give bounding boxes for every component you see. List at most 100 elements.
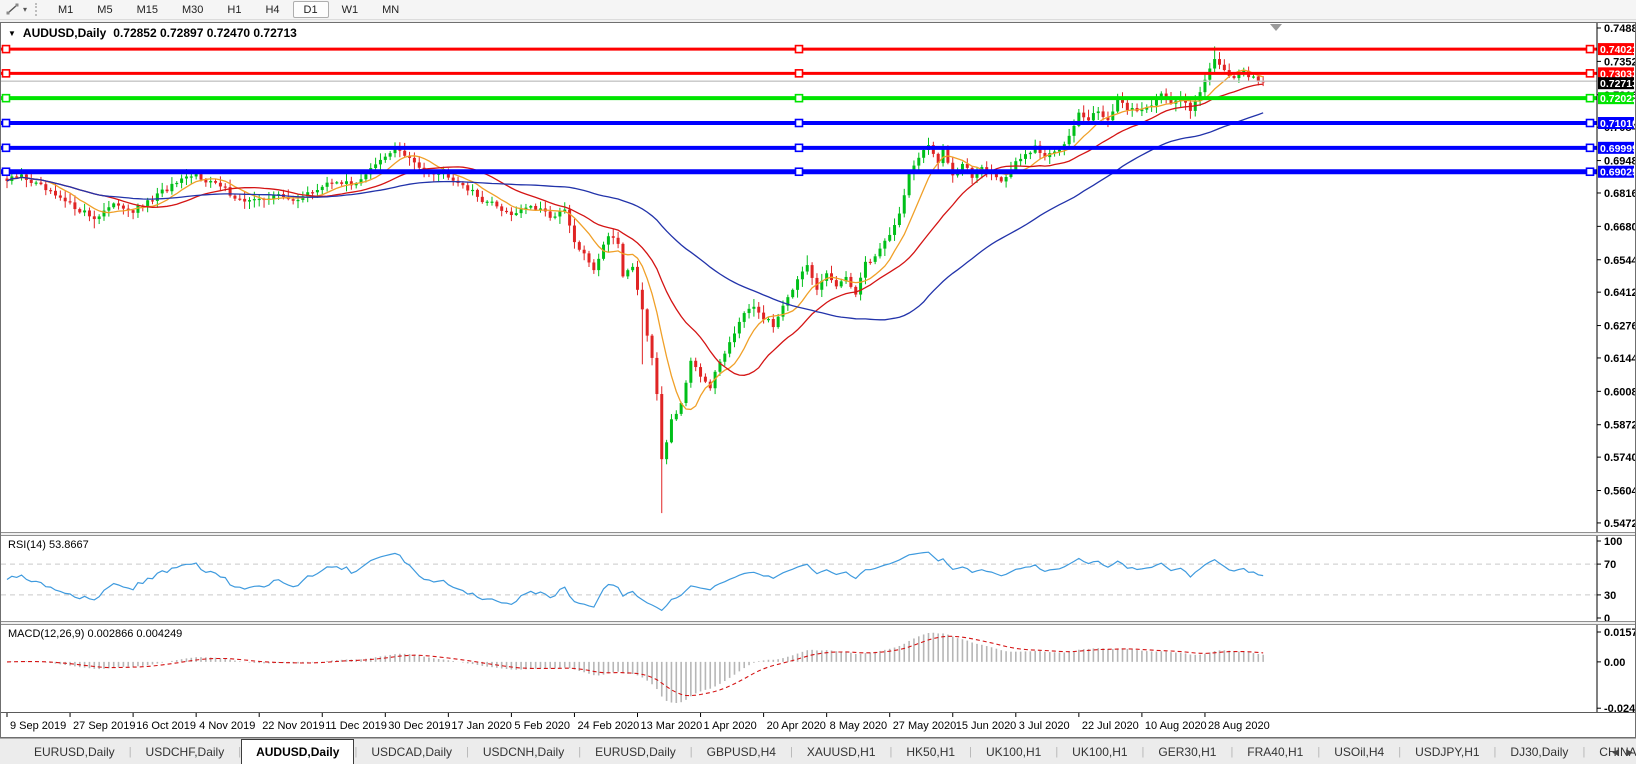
tab-uk100-h1[interactable]: UK100,H1 (1072, 744, 1128, 759)
tab-separator: | (128, 745, 132, 758)
date-tick-label: 3 Jul 2020 (1019, 720, 1070, 732)
line-handle[interactable] (1585, 69, 1595, 78)
chart-shift-marker-icon[interactable] (1270, 24, 1282, 31)
line-handle[interactable] (1, 143, 11, 153)
tab-usdchf-daily[interactable]: USDCHF,Daily (145, 744, 225, 759)
date-tick-label: 30 Dec 2019 (388, 720, 450, 732)
rsi-canvas[interactable]: 100 70 30 0 (1, 536, 1635, 621)
tab-eurusd-daily[interactable]: EURUSD,Daily (34, 744, 115, 759)
chart-tab-bar: EURUSD,Daily | USDCHF,Daily | AUDUSD,Daily | U… (0, 738, 1636, 764)
macd-pane[interactable]: 0.015741 0.00 -0.02441 MACD(12,26,9) 0.002… (1, 625, 1635, 712)
ma-21-line (6, 83, 1264, 376)
tab-separator: | (1582, 745, 1586, 758)
pane-resize-handle-macd[interactable] (1, 621, 1635, 625)
line-handle[interactable] (794, 143, 804, 153)
trendline-cursor-tool-icon[interactable] (3, 1, 22, 19)
timeframe-button-h4[interactable]: H4 (265, 3, 280, 16)
line-handle[interactable] (794, 167, 804, 177)
date-tick-label: 13 Mar 2020 (641, 720, 703, 732)
chart-window: 0.748800.735200.721600.708400.694800.681… (0, 22, 1636, 738)
tab-hk50-h1[interactable]: HK50,H1 (906, 744, 956, 759)
timeframe-button-m1[interactable]: M1 (58, 3, 74, 16)
line-handle[interactable] (794, 118, 804, 128)
price-label-0.72022: 0.72022 (1598, 92, 1635, 105)
tab-usdcad-daily[interactable]: USDCAD,Daily (371, 744, 452, 759)
svg-text:0.015741: 0.015741 (1604, 627, 1635, 639)
tab-usdjpy-h1[interactable]: USDJPY,H1 (1415, 744, 1480, 759)
tab-separator: | (1055, 745, 1059, 758)
tab-separator: | (1230, 745, 1234, 758)
ma-8-line (6, 69, 1264, 411)
timeframe-button-d1[interactable]: D1 (292, 1, 329, 18)
timeframe-button-mn[interactable]: MN (382, 3, 400, 16)
date-axis[interactable]: 9 Sep 2019 27 Sep 2019 16 Oct 2019 4 Nov 20… (1, 712, 1635, 737)
timeframe-button-m5[interactable]: M5 (97, 3, 113, 16)
tab-gbpusd-h4[interactable]: GBPUSD,H4 (706, 744, 776, 759)
pane-resize-handle-rsi[interactable] (1, 532, 1635, 536)
line-handle[interactable] (1585, 118, 1595, 128)
tab-scroll-left-icon[interactable]: ◀ (1612, 746, 1620, 757)
tab-ger30-h1[interactable]: GER30,H1 (1158, 744, 1217, 759)
tab-dj30-daily[interactable]: DJ30,Daily (1510, 744, 1569, 759)
date-tick-label: 27 Sep 2019 (73, 720, 135, 732)
tab-xauusd-h1[interactable]: XAUUSD,H1 (806, 744, 876, 759)
svg-text:70: 70 (1604, 559, 1616, 571)
line-handle[interactable] (1585, 143, 1595, 153)
line-handle[interactable] (794, 44, 804, 54)
line-handle[interactable] (1, 118, 11, 128)
rsi-pane[interactable]: 100 70 30 0 RSI(14) 53.8667 (1, 536, 1635, 621)
timeframe-button-m30[interactable]: M30 (181, 3, 204, 16)
tab-separator: | (1493, 745, 1497, 758)
chart-title-ohlc: 0.72852 0.72897 0.72470 0.72713 (113, 26, 297, 40)
timeframe-button-h1[interactable]: H1 (227, 3, 242, 16)
main-chart-canvas[interactable]: 0.748800.735200.721600.708400.694800.681… (1, 23, 1635, 532)
line-handle[interactable] (1585, 44, 1595, 54)
date-tick-label: 27 May 2020 (893, 720, 957, 732)
line-handle[interactable] (1, 69, 11, 78)
tab-separator: | (354, 745, 358, 758)
tab-eurusd-daily[interactable]: EURUSD,Daily (595, 744, 676, 759)
main-chart-pane[interactable]: 0.748800.735200.721600.708400.694800.681… (1, 23, 1635, 532)
date-tick-label: 4 Nov 2019 (199, 720, 255, 732)
toolbar-gripper[interactable] (35, 3, 39, 16)
date-tick-label: 5 Feb 2020 (514, 720, 570, 732)
date-tick-label: 11 Dec 2019 (325, 720, 387, 732)
tab-scroll-right-icon[interactable]: ▶ (1626, 746, 1633, 757)
macd-histogram (11, 632, 1264, 703)
line-handle[interactable] (1, 93, 11, 103)
price-label-0.74021: 0.74021 (1598, 43, 1635, 56)
tab-audusd-daily[interactable]: AUDUSD,Daily (241, 739, 355, 764)
date-tick-label: 10 Aug 2020 (1145, 720, 1207, 732)
svg-text:0.69025: 0.69025 (1600, 167, 1635, 179)
timeframe-button-w1[interactable]: W1 (341, 3, 359, 16)
svg-text:0.72713: 0.72713 (1600, 78, 1635, 90)
line-handle[interactable] (1, 167, 11, 177)
line-handle[interactable] (794, 69, 804, 78)
line-handle[interactable] (1, 44, 11, 54)
tab-uk100-h1[interactable]: UK100,H1 (985, 744, 1042, 759)
tab-fra40-h1[interactable]: FRA40,H1 (1247, 744, 1304, 759)
svg-text:0.72022: 0.72022 (1600, 93, 1635, 105)
line-handle[interactable] (794, 93, 804, 103)
line-handle[interactable] (1585, 167, 1595, 177)
tab-usoil-h4[interactable]: USOil,H4 (1334, 744, 1385, 759)
tool-dropdown-arrow-icon[interactable]: ▾ (23, 5, 28, 14)
tab-usdcnh-daily[interactable]: USDCNH,Daily (482, 744, 565, 759)
tab-separator: | (238, 745, 242, 758)
tab-china300-h1[interactable]: CHINA300,H1 (1599, 744, 1636, 759)
tab-separator: | (789, 745, 793, 758)
tab-nav: ◀ ▶ (1612, 739, 1633, 764)
line-handle[interactable] (1585, 93, 1595, 103)
chart-title-collapse-icon[interactable]: ▼ (8, 28, 16, 38)
timeframe-button-m15[interactable]: M15 (136, 3, 158, 16)
macd-canvas[interactable]: 0.015741 0.00 -0.02441 (1, 625, 1635, 712)
svg-text:0.69999: 0.69999 (1600, 143, 1635, 155)
